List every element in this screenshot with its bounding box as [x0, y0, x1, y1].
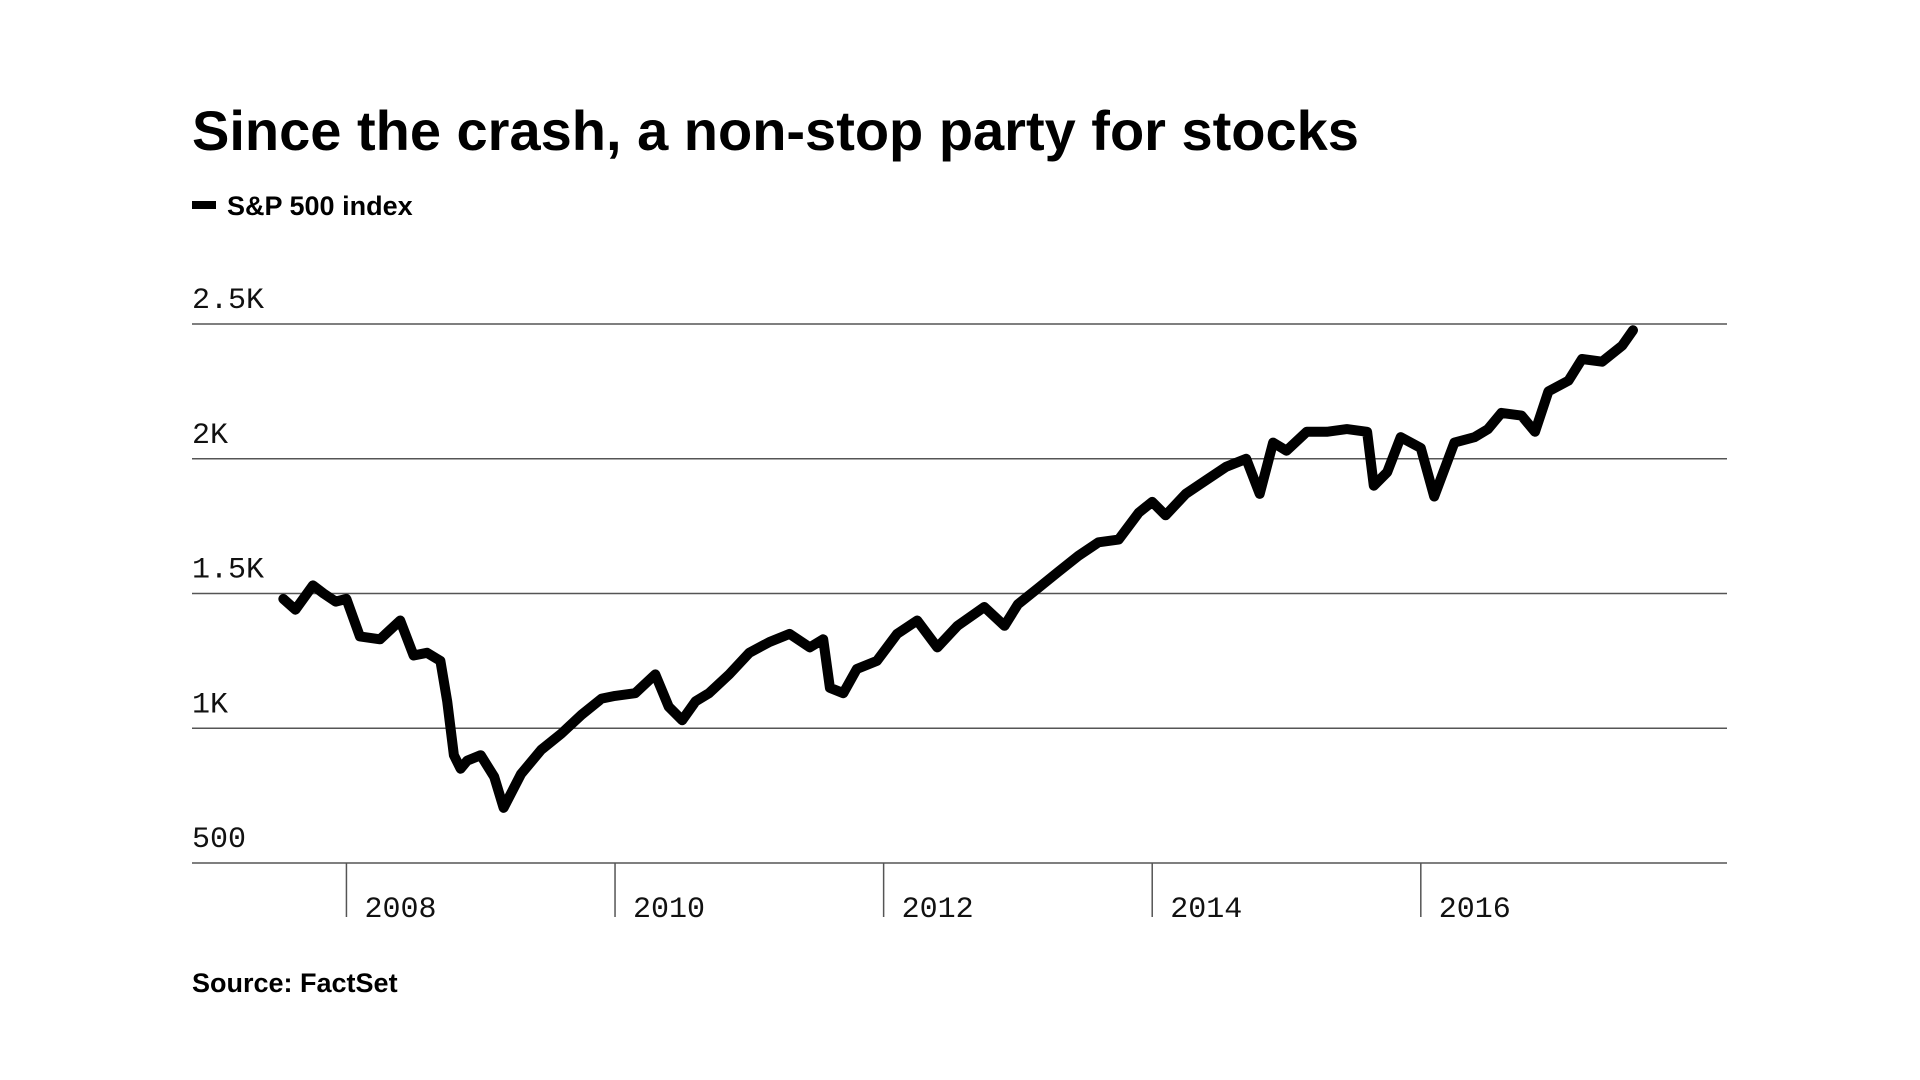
x-tick-label: 2008: [364, 893, 436, 927]
source: Source: FactSet: [192, 968, 398, 998]
y-tick-label: 2K: [192, 419, 228, 453]
y-tick-label: 1.5K: [192, 554, 264, 588]
series-line: [278, 325, 1638, 813]
legend-label: S&P 500 index: [227, 191, 413, 221]
y-tick-label: 1K: [192, 688, 228, 722]
x-tick-label: 2016: [1439, 893, 1511, 927]
y-tick-label: 500: [192, 823, 246, 857]
y-tick-label: 2.5K: [192, 284, 264, 318]
chart-title: Since the crash, a non-stop party for st…: [192, 99, 1359, 162]
x-tick-label: 2010: [633, 893, 705, 927]
legend-swatch: [192, 201, 216, 209]
x-tick-label: 2012: [902, 893, 974, 927]
x-tick-label: 2014: [1170, 893, 1242, 927]
